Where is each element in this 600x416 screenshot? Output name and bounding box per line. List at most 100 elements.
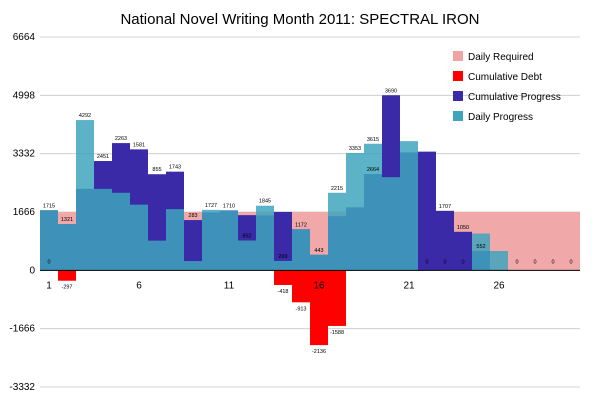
y-tick-label: 6664 xyxy=(13,32,36,43)
legend-label: Cumulative Progress xyxy=(468,92,561,103)
data-label: 1050 xyxy=(457,225,469,231)
cumulative-debt-bar xyxy=(310,270,328,346)
daily-progress-bar xyxy=(274,260,292,271)
y-tick-label: 1666 xyxy=(13,207,36,218)
daily-progress-bar xyxy=(490,251,508,271)
data-label: -913 xyxy=(295,306,306,312)
cumulative-debt-bar xyxy=(292,270,310,303)
x-tick-label: 21 xyxy=(403,280,415,291)
x-tick-label: 6 xyxy=(136,280,142,291)
daily-progress-bar xyxy=(58,224,76,271)
data-label: 3690 xyxy=(385,88,397,94)
legend-swatch xyxy=(453,71,463,81)
daily-required-bar xyxy=(562,211,580,271)
daily-required-bar xyxy=(526,211,544,271)
legend-swatch xyxy=(453,91,463,101)
daily-progress-bar xyxy=(148,240,166,271)
daily-progress-bar xyxy=(328,192,346,271)
data-label: 0 xyxy=(551,259,554,265)
axes: 1 6 11 16 21 26 xyxy=(40,269,580,291)
data-label: 0 xyxy=(533,259,536,265)
daily-progress-bar xyxy=(220,210,238,271)
data-label: 2664 xyxy=(367,167,379,173)
data-label: 1581 xyxy=(133,142,145,148)
daily-progress-bar xyxy=(112,192,130,271)
data-label: 1707 xyxy=(439,204,451,210)
x-tick-label: 16 xyxy=(313,280,325,291)
data-label: 1710 xyxy=(223,203,235,209)
cumulative-debt-series xyxy=(58,270,346,346)
data-label: 3353 xyxy=(349,146,361,152)
data-label: 269 xyxy=(278,254,287,260)
cumulative-debt-bar xyxy=(274,270,292,285)
legend-label: Cumulative Debt xyxy=(468,72,542,83)
cumulative-progress-bar xyxy=(436,210,454,271)
daily-progress-series xyxy=(40,120,508,271)
legend: Daily Required Cumulative Debt Cumulative … xyxy=(453,51,561,123)
data-label: 0 xyxy=(47,259,50,265)
chart-title: National Novel Writing Month 2011: SPECT… xyxy=(120,11,479,28)
data-label: 0 xyxy=(515,259,518,265)
data-label: 3615 xyxy=(367,137,379,143)
x-tick-label: 11 xyxy=(224,280,235,291)
daily-progress-bar xyxy=(166,209,184,271)
y-tick-label: -3332 xyxy=(9,382,35,393)
x-tick-label: 26 xyxy=(493,280,505,291)
y-tick-label: 0 xyxy=(29,265,35,276)
data-label: 852 xyxy=(242,234,251,240)
legend-label: Daily Progress xyxy=(468,112,533,123)
cumulative-debt-bar xyxy=(328,270,346,326)
daily-progress-bar xyxy=(472,233,490,271)
data-label: 0 xyxy=(461,259,464,265)
daily-progress-bar xyxy=(400,141,418,271)
daily-progress-bar xyxy=(346,152,364,271)
cumulative-progress-bar xyxy=(418,151,436,271)
data-label: 2263 xyxy=(115,136,127,142)
data-label: 1321 xyxy=(61,217,73,223)
cumulative-progress-bar xyxy=(184,220,202,271)
data-label: 283 xyxy=(188,213,197,219)
y-tick-label: 3332 xyxy=(13,149,36,160)
daily-progress-bar xyxy=(292,229,310,271)
y-tick-label: -1666 xyxy=(9,324,35,335)
x-tick-label: 1 xyxy=(46,280,52,291)
daily-progress-bar xyxy=(184,261,202,271)
daily-progress-bar xyxy=(256,205,274,271)
daily-progress-bar xyxy=(238,240,256,271)
data-labels: 0 -297 -418 -913 -2136 -1588 2451 2263 1581 855 17… xyxy=(43,88,573,355)
data-label: 1172 xyxy=(295,222,307,228)
cumulative-debt-bar xyxy=(58,270,76,281)
daily-progress-bar xyxy=(202,209,220,271)
legend-swatch xyxy=(453,51,463,61)
data-label: 2451 xyxy=(97,154,109,160)
data-label: -297 xyxy=(61,285,72,291)
legend-swatch xyxy=(453,111,463,121)
daily-progress-bar xyxy=(382,177,400,271)
data-label: 1727 xyxy=(205,203,217,209)
legend-label: Daily Required xyxy=(468,52,534,63)
data-label: 855 xyxy=(152,167,161,173)
data-label: -2136 xyxy=(312,349,326,355)
data-label: 1845 xyxy=(259,199,271,205)
data-label: -418 xyxy=(277,289,288,295)
cumulative-progress-bar xyxy=(454,231,472,271)
daily-progress-bar xyxy=(40,210,58,271)
daily-required-bar xyxy=(544,211,562,271)
data-label: 1743 xyxy=(169,165,181,171)
data-label: 0 xyxy=(425,259,428,265)
daily-progress-bar xyxy=(94,188,112,271)
data-label: 0 xyxy=(443,259,446,265)
cumulative-progress-bar xyxy=(274,211,292,271)
data-label: 0 xyxy=(569,259,572,265)
data-label: 552 xyxy=(476,244,485,250)
daily-progress-bar xyxy=(364,143,382,271)
data-label: 1715 xyxy=(43,203,55,209)
daily-required-bar xyxy=(508,211,526,271)
daily-progress-bar xyxy=(130,204,148,271)
daily-progress-bar xyxy=(76,120,94,271)
data-label: 2215 xyxy=(331,186,343,192)
data-label: 4292 xyxy=(79,113,91,119)
data-label: -1588 xyxy=(330,330,344,336)
y-tick-label: 4998 xyxy=(13,90,36,101)
